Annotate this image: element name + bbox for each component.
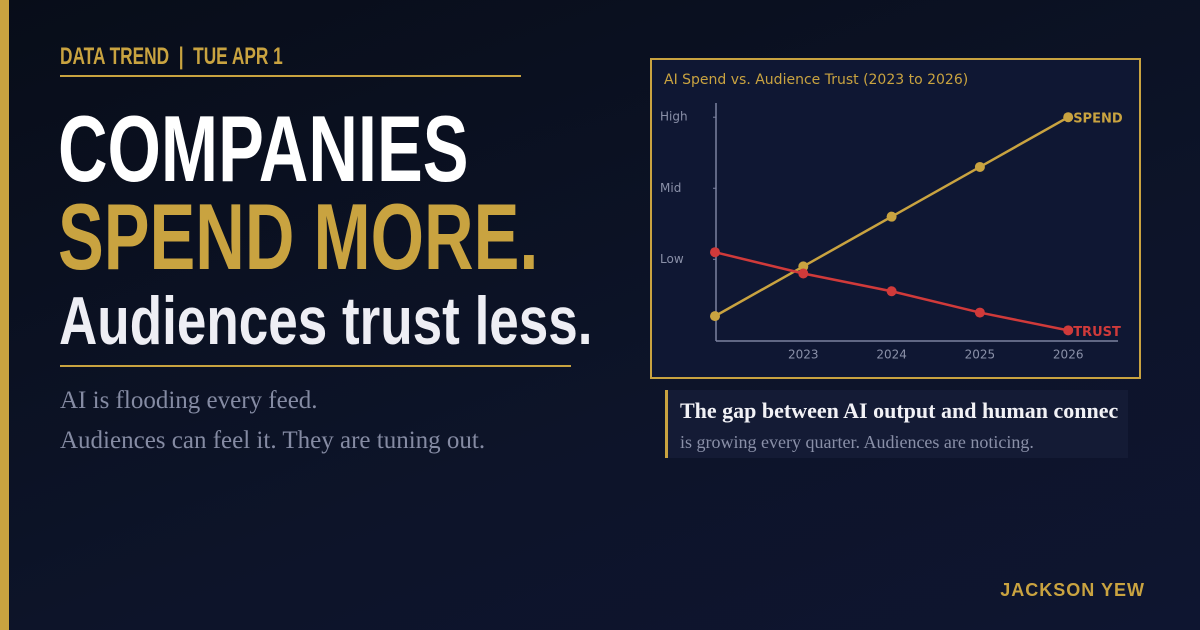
data-point	[710, 247, 720, 258]
data-point	[886, 286, 897, 297]
data-point	[1063, 325, 1074, 336]
headline: Audiences trust less.	[59, 283, 593, 359]
headline: COMPANIES	[58, 96, 469, 201]
x-tick-label: 2023	[788, 348, 819, 362]
y-tick-label: High	[660, 110, 688, 124]
quote-text: is growing every quarter. Audiences are …	[680, 432, 1034, 452]
rule	[60, 365, 571, 367]
x-tick-label: 2026	[1053, 348, 1084, 362]
data-point	[710, 311, 720, 322]
data-point	[798, 268, 809, 279]
y-tick-label: Mid	[660, 181, 681, 195]
x-tick-label: 2024	[876, 348, 907, 362]
data-point	[798, 261, 809, 272]
chart-title: AI Spend vs. Audience Trust (2023 to 202…	[664, 72, 968, 88]
author: JACKSON YEW	[1000, 580, 1145, 600]
subtext: AI is flooding every feed.	[60, 387, 318, 414]
headline: SPEND MORE.	[58, 184, 539, 289]
x-tick-label: 2025	[965, 348, 996, 362]
series-label: TRUST	[1073, 325, 1121, 340]
data-point	[1063, 112, 1074, 123]
quote-box	[665, 390, 1128, 458]
y-tick-label: Low	[660, 252, 684, 266]
accent-bar	[0, 0, 9, 630]
data-point	[886, 211, 897, 222]
quote-text: The gap between AI output and human conn…	[680, 398, 1119, 423]
subtext: Audiences can feel it. They are tuning o…	[60, 427, 486, 454]
data-point	[974, 161, 985, 172]
rule	[60, 75, 521, 77]
kicker: DATA TREND | TUE APR 1	[60, 43, 283, 70]
series-label: SPEND	[1073, 112, 1123, 127]
data-point	[974, 307, 985, 318]
